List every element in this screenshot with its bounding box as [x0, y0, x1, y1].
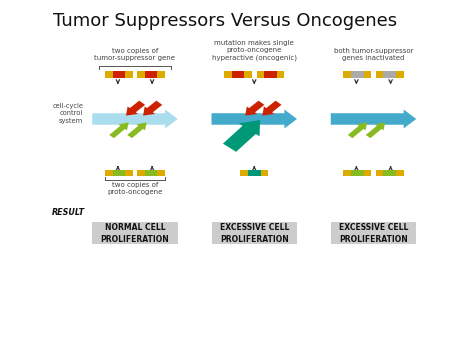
Text: two copies of
tumor-suppressor gene: two copies of tumor-suppressor gene: [94, 48, 176, 61]
Bar: [248, 170, 261, 176]
Bar: [351, 170, 364, 176]
FancyArrow shape: [245, 101, 265, 116]
FancyArrow shape: [126, 101, 145, 116]
Text: Tumor Suppressors Versus Oncogenes: Tumor Suppressors Versus Oncogenes: [53, 12, 397, 30]
FancyArrow shape: [223, 120, 260, 152]
Text: EXCESSIVE CELL
PROLIFERATION: EXCESSIVE CELL PROLIFERATION: [220, 223, 289, 244]
Bar: [137, 71, 165, 78]
Bar: [376, 170, 404, 176]
Bar: [212, 222, 297, 244]
Text: NORMAL CELL
PROLIFERATION: NORMAL CELL PROLIFERATION: [101, 223, 169, 244]
Bar: [343, 71, 371, 78]
Bar: [383, 170, 396, 176]
FancyArrow shape: [366, 122, 385, 138]
FancyArrow shape: [143, 101, 162, 116]
FancyArrow shape: [262, 101, 282, 116]
Bar: [256, 71, 284, 78]
Bar: [232, 71, 244, 78]
Bar: [351, 71, 364, 78]
Text: EXCESSIVE CELL
PROLIFERATION: EXCESSIVE CELL PROLIFERATION: [339, 223, 408, 244]
Bar: [105, 170, 133, 176]
Bar: [92, 222, 178, 244]
Text: mutation makes single
proto-oncogene
hyperactive (oncogenic): mutation makes single proto-oncogene hyp…: [212, 40, 297, 61]
Bar: [112, 170, 125, 176]
Bar: [145, 170, 158, 176]
Bar: [224, 71, 252, 78]
Bar: [264, 71, 277, 78]
Bar: [376, 71, 404, 78]
Bar: [112, 71, 125, 78]
Bar: [331, 222, 416, 244]
Bar: [105, 71, 133, 78]
FancyArrow shape: [331, 110, 416, 128]
Bar: [240, 170, 268, 176]
Text: both tumor-suppressor
genes inactivated: both tumor-suppressor genes inactivated: [334, 48, 413, 61]
Text: RESULT: RESULT: [52, 209, 85, 217]
FancyArrow shape: [212, 110, 297, 128]
FancyArrow shape: [348, 122, 367, 138]
Bar: [145, 71, 158, 78]
Bar: [383, 71, 396, 78]
Text: two copies of
proto-oncogene: two copies of proto-oncogene: [107, 182, 163, 195]
FancyArrow shape: [127, 122, 147, 138]
FancyArrow shape: [109, 122, 129, 138]
Bar: [343, 170, 371, 176]
FancyArrow shape: [92, 110, 178, 128]
Text: cell-cycle
control
system: cell-cycle control system: [52, 103, 83, 124]
Bar: [137, 170, 165, 176]
